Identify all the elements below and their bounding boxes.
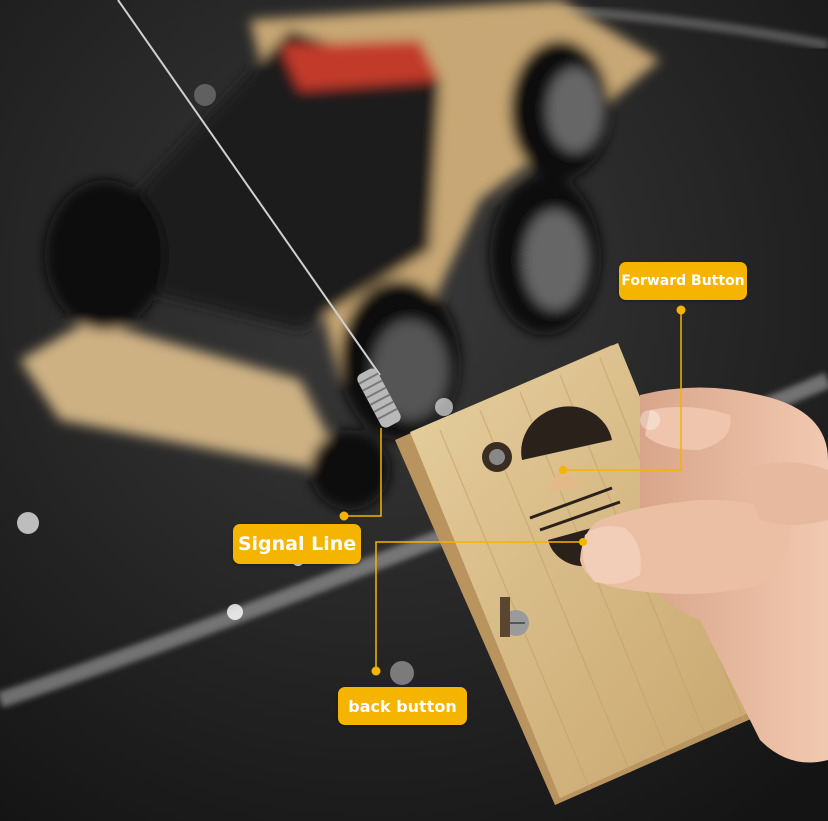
back-leader — [375, 541, 583, 671]
back-button-label: back button — [338, 687, 467, 725]
forward-leader — [563, 310, 682, 471]
bokeh-lights — [17, 84, 660, 685]
forward-target-dot — [559, 466, 567, 474]
track-line-top — [559, 5, 828, 50]
callout-dots — [339, 305, 686, 676]
forward-button-label: Forward Button — [619, 262, 747, 300]
callout-leaders — [344, 310, 682, 671]
signal-leader — [344, 428, 382, 517]
antenna-spring — [357, 368, 401, 428]
toy-car — [20, 0, 660, 510]
antenna-wire — [117, 0, 381, 376]
back-leader-dot — [371, 666, 381, 676]
hand — [580, 387, 828, 763]
signal-line-label: Signal Line — [233, 524, 361, 564]
back-target-dot — [579, 538, 587, 546]
signal-leader-dot — [339, 511, 349, 521]
forward-leader-dot — [676, 305, 686, 315]
